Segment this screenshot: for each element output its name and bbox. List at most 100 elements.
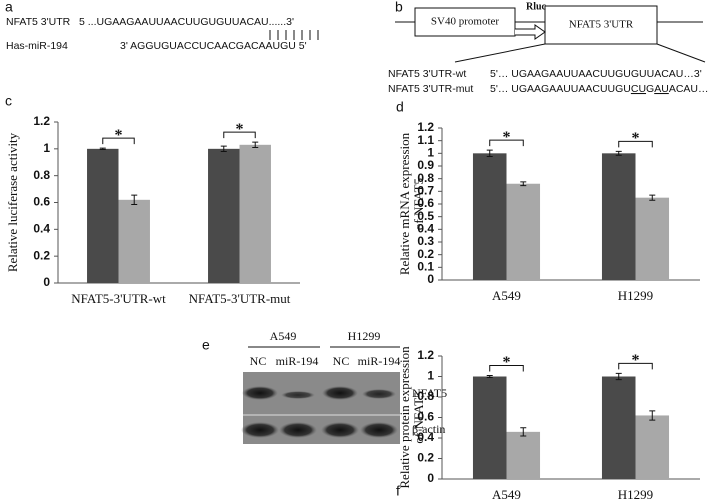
y-tick-label: 0.6 [33, 195, 50, 209]
mir-seq: 3' AGGUGUACCUCAACGACAAUGU 5' [120, 40, 307, 52]
bar [601, 376, 636, 479]
panel-label: d [396, 99, 404, 115]
lane-label: NC [333, 354, 350, 368]
y-axis-label: Relative protein expression [397, 346, 412, 489]
panel-label: c [5, 93, 12, 109]
bar [472, 153, 507, 280]
x-tick-label: A549 [492, 288, 521, 303]
y-tick-label: 1.1 [417, 133, 434, 147]
y-tick-label: 1.2 [417, 120, 434, 134]
error-bar [615, 372, 622, 381]
error-bar [486, 149, 493, 157]
bar [118, 199, 150, 283]
error-bar [520, 181, 527, 187]
y-axis-label: Relative luciferase activity [5, 132, 20, 272]
y-tick-label: 0.9 [417, 158, 434, 172]
significance: * [115, 127, 123, 144]
panel-label: b [395, 0, 403, 15]
error-bar [520, 427, 527, 437]
x-tick-label: A549 [492, 487, 521, 501]
x-tick-label: NFAT5-3'UTR-wt [71, 291, 166, 306]
bar [472, 376, 507, 479]
x-tick-label: NFAT5-3'UTR-mut [189, 291, 291, 306]
y-tick-label: 0.8 [417, 171, 434, 185]
lane-label: miR-194 [276, 354, 319, 368]
pairing-lines [269, 30, 319, 40]
bar [87, 148, 119, 283]
panel-label: f [396, 483, 400, 499]
bar [635, 415, 670, 479]
error-bar [649, 410, 656, 421]
mir-name: Has-miR-194 [6, 40, 68, 52]
significance: * [503, 354, 511, 371]
y-tick-label: 1 [427, 146, 434, 160]
significance: * [632, 352, 640, 369]
error-bar [649, 194, 656, 201]
y-tick-label: 0.7 [417, 184, 434, 198]
significance: * [236, 121, 244, 138]
y-tick-label: 0 [427, 471, 434, 485]
y-axis-label: Relative mRNA expression [397, 132, 412, 275]
wt-name: NFAT5 3'UTR-wt [388, 68, 466, 80]
significance-bracket [223, 131, 256, 139]
significance: * [632, 130, 640, 147]
error-bar [220, 145, 227, 153]
group-label: A549 [270, 329, 297, 343]
y-axis-label: of NFAT5 [411, 178, 426, 230]
group-label: H1299 [348, 329, 381, 343]
construct [395, 5, 706, 63]
rna-seq: 5 ...UGAAGAAUUAACUUGUGUUACAU......3' [79, 16, 294, 28]
panel-label: e [202, 337, 210, 353]
significance-bracket [489, 139, 524, 147]
lane-label: miR-194 [358, 354, 401, 368]
bar [635, 197, 670, 280]
utr: NFAT5 3'UTR [569, 19, 634, 31]
blot [241, 372, 400, 444]
y-tick-label: 0.6 [417, 410, 434, 424]
bar [208, 148, 240, 283]
error-bar [99, 147, 106, 151]
y-tick-label: 0 [427, 272, 434, 286]
y-tick-label: 0.2 [417, 247, 434, 261]
error-bar [615, 150, 622, 156]
y-tick-label: 0.2 [33, 248, 50, 262]
y-tick-label: 1.2 [33, 114, 50, 128]
rna-name: NFAT5 3'UTR [6, 16, 71, 28]
y-tick-label: 1 [427, 369, 434, 383]
significance: * [503, 129, 511, 146]
y-tick-label: 0.4 [417, 222, 434, 236]
significance-bracket [489, 364, 524, 372]
y-tick-label: 1.2 [417, 348, 434, 362]
band-label: NFAT5 [412, 386, 447, 400]
mut-seq: 5'… UGAAGAAUUAACUUGUCUGAUACAU…3' [490, 83, 709, 95]
error-bar [486, 374, 493, 379]
significance-bracket [618, 140, 653, 148]
y-tick-label: 0.8 [33, 168, 50, 182]
panel-label: a [5, 0, 13, 15]
y-tick-label: 0.1 [417, 260, 434, 274]
significance-bracket [618, 362, 653, 370]
y-tick-label: 0.3 [417, 234, 434, 248]
y-tick-label: 0.2 [417, 451, 434, 465]
x-tick-label: H1299 [618, 288, 653, 303]
x-tick-label: H1299 [618, 487, 653, 501]
y-tick-label: 0.5 [417, 209, 434, 223]
error-bar [131, 194, 138, 206]
bar [239, 144, 271, 283]
wt-seq: 5'… UGAAGAAUUAACUUGUGUUACAU…3' [490, 68, 702, 80]
band-label: β-actin [412, 422, 445, 436]
promoter: SV40 promoter [431, 16, 499, 28]
y-tick-label: 0 [43, 275, 50, 289]
y-tick-label: 0.6 [417, 196, 434, 210]
y-tick-label: 0.4 [417, 430, 434, 444]
y-axis-label: of NFAT5 [411, 391, 426, 443]
lane-label: NC [250, 354, 267, 368]
mut-name: NFAT5 3'UTR-mut [388, 83, 473, 95]
bar [601, 153, 636, 280]
y-tick-label: 0.4 [33, 222, 50, 236]
significance-bracket [102, 137, 135, 145]
reporter: Rluc [526, 1, 547, 12]
bar [506, 183, 541, 280]
y-tick-label: 0.8 [417, 389, 434, 403]
